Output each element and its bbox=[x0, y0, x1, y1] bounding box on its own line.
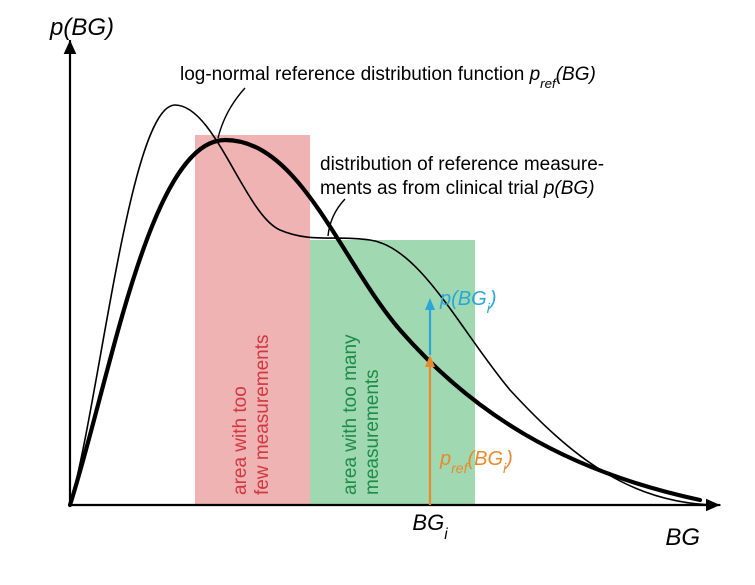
bg-i-tick-label: BGi bbox=[412, 510, 448, 543]
annotation-trial-label-line2: ments as from clinical trial p(BG) bbox=[320, 178, 595, 199]
y-axis-label: p(BG) bbox=[49, 14, 114, 41]
zone-few-label-line1: area with too bbox=[230, 386, 251, 495]
figure-stage: p(BG) BG log-normal reference distribution… bbox=[0, 0, 755, 585]
x-axis-label: BG bbox=[665, 524, 700, 551]
annotation-trial-label-line1: distribution of reference measure- bbox=[320, 154, 604, 175]
zone-few-label-line2: few measurements bbox=[252, 334, 273, 495]
annotation-ref-label: log-normal reference distribution functi… bbox=[180, 64, 596, 91]
zone-many-label-line2: measurements bbox=[362, 369, 383, 495]
zone-many-label-line1: area with too many bbox=[340, 334, 361, 495]
diagram-svg: p(BG) BG log-normal reference distribution… bbox=[0, 0, 755, 585]
